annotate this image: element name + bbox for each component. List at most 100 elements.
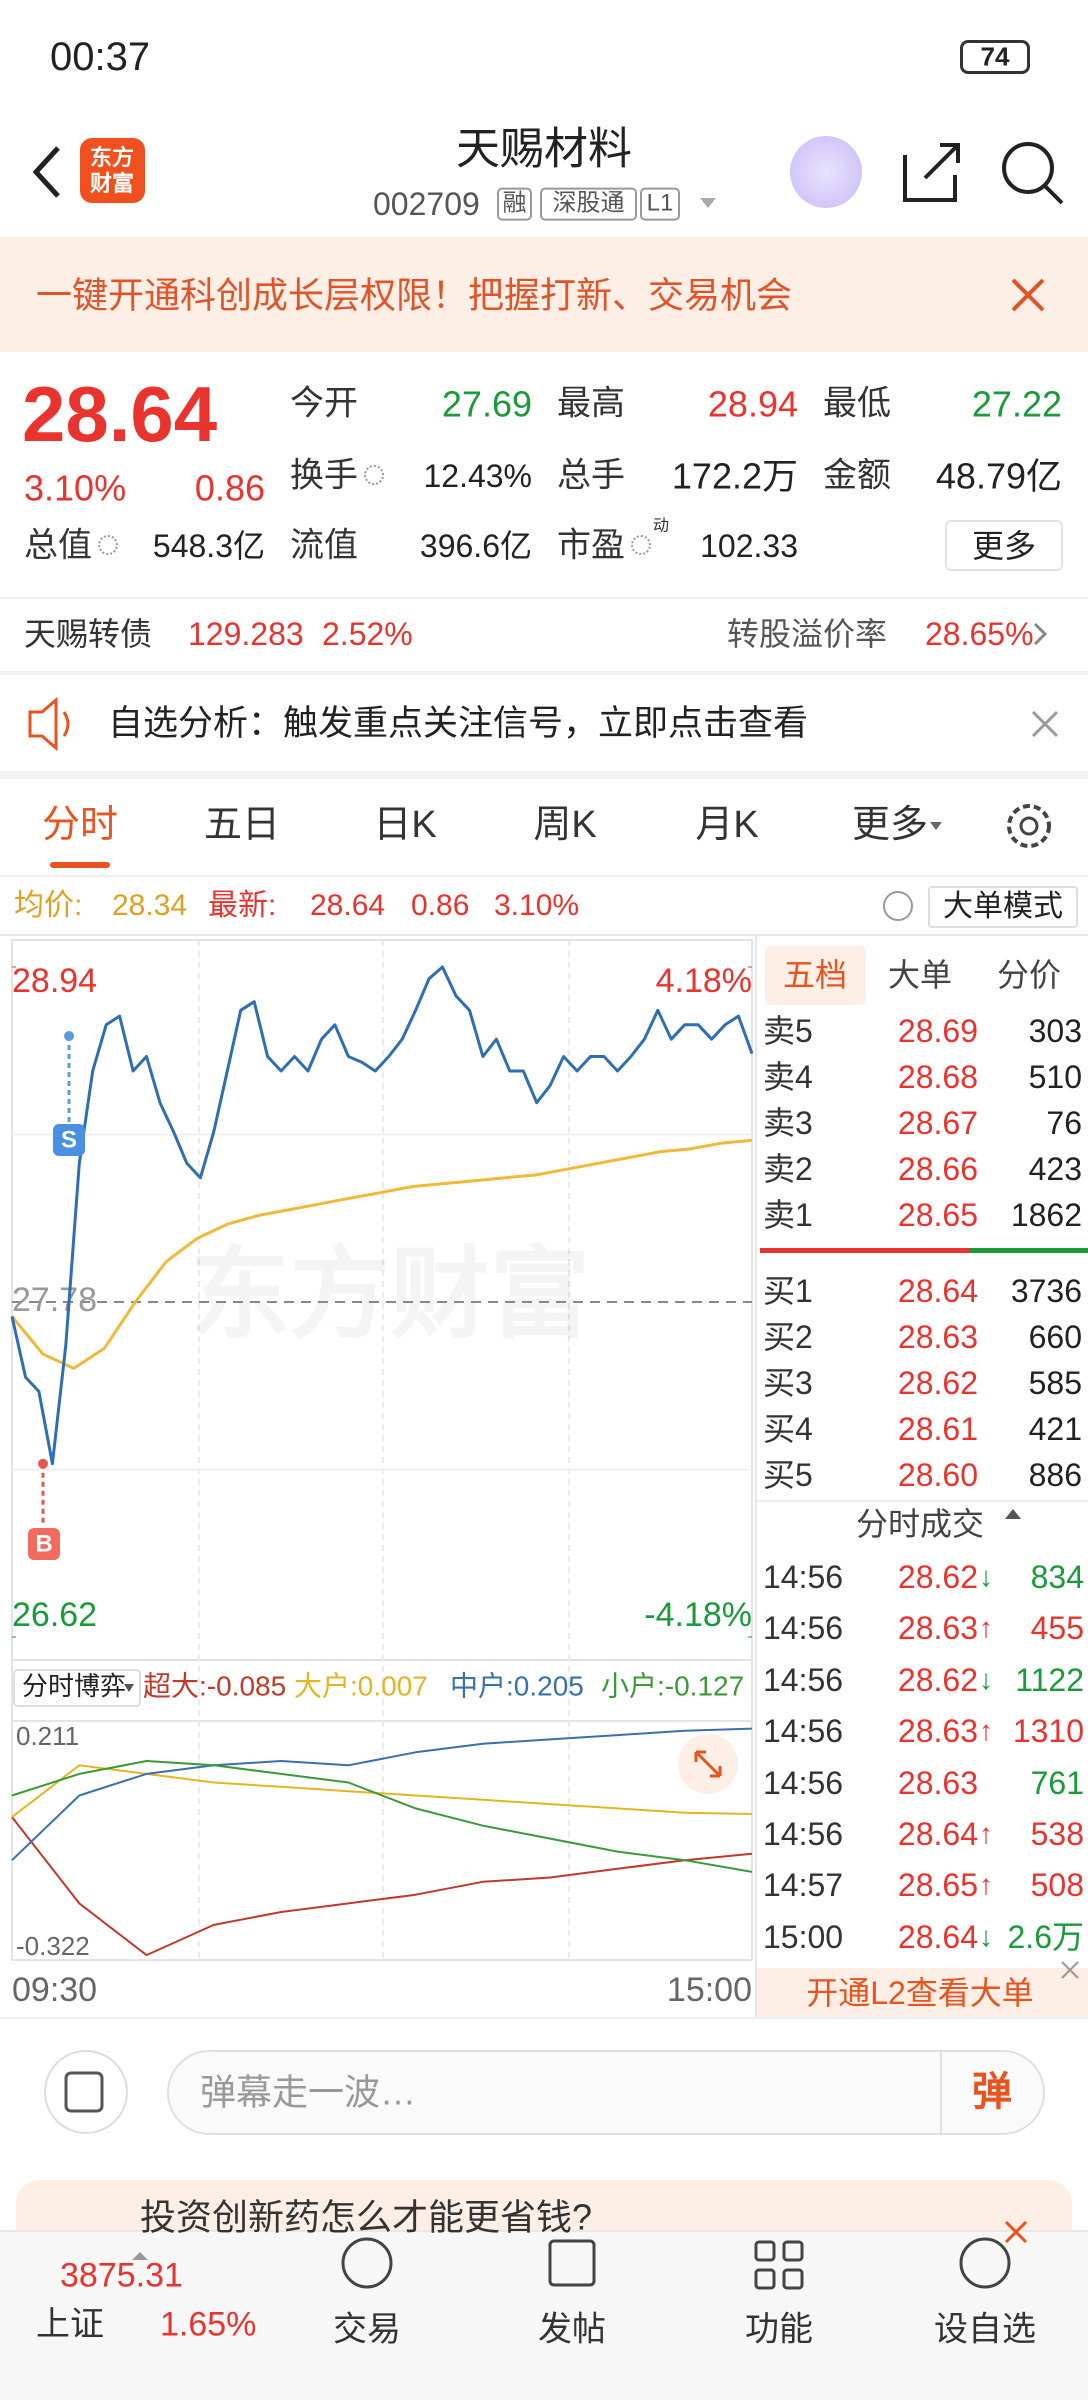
trade-time: 15:00 — [763, 1918, 844, 1955]
premium-value: 28.65% — [925, 615, 1034, 652]
book-volume: 510 — [1028, 1058, 1082, 1095]
l2-button[interactable]: 开通L2查看大单 — [806, 1974, 1034, 2011]
last-price: 28.64 — [22, 370, 218, 459]
index-value[interactable]: 3875.31 — [60, 2256, 183, 2295]
premium-label: 转股溢价率 — [727, 615, 888, 652]
settings-icon[interactable] — [1007, 804, 1051, 848]
book-price: 28.61 — [897, 1410, 978, 1447]
dropdown-icon[interactable] — [700, 198, 716, 208]
period-tab[interactable]: 分时 — [41, 804, 119, 847]
notice-text[interactable]: 自选分析：触发重点关注信号，立即点击查看 — [108, 704, 809, 743]
period-tab[interactable]: 周K — [533, 804, 597, 847]
book-volume: 585 — [1028, 1364, 1082, 1401]
avatar[interactable] — [790, 136, 862, 208]
function-icon[interactable] — [754, 2240, 804, 2290]
watchlist-icon[interactable] — [959, 2237, 1011, 2289]
settings-icon — [1019, 816, 1039, 836]
period-tab[interactable]: 五日 — [203, 804, 281, 847]
book-tab[interactable]: 大单 — [887, 956, 953, 993]
trade-price: 28.63 — [897, 1712, 978, 1749]
info-icon[interactable] — [631, 535, 651, 555]
stock-tag: L1 — [640, 187, 680, 221]
trade-time: 14:56 — [763, 1661, 844, 1698]
nav-item[interactable]: 设自选 — [934, 2310, 1036, 2349]
stock-tag: 融 — [497, 187, 532, 221]
index-indicator — [132, 2252, 148, 2260]
comment-icon[interactable] — [44, 2050, 128, 2134]
book-tab[interactable]: 分价 — [996, 956, 1062, 993]
trade-arrow: ↑ — [979, 1869, 993, 1901]
logo[interactable] — [80, 138, 145, 203]
nav-item[interactable]: 功能 — [745, 2310, 813, 2349]
nav-item[interactable]: 交易 — [333, 2310, 401, 2349]
close-icon[interactable] — [1004, 2220, 1028, 2244]
period-tab[interactable]: 更多 — [851, 804, 929, 847]
book-volume: 303 — [1028, 1012, 1082, 1049]
comment-placeholder[interactable]: 弹幕走一波… — [200, 2071, 417, 2113]
ad-text[interactable]: 投资创新药怎么才能更省钱? — [140, 2196, 593, 2238]
y-tick-label: 26.62 — [12, 1596, 97, 1634]
field-label: 市盈 — [557, 526, 625, 565]
period-tab[interactable]: 月K — [695, 804, 759, 847]
trade-price: 28.64 — [897, 1815, 978, 1852]
series-line — [11, 1764, 753, 1818]
book-tab[interactable]: 五档 — [782, 956, 848, 993]
close-icon[interactable] — [1061, 1961, 1079, 1979]
mode-button[interactable]: 大单模式 — [943, 890, 1063, 923]
share-icon[interactable] — [903, 143, 960, 202]
status-time: 00:37 — [50, 35, 151, 79]
nav-bg — [0, 2230, 1088, 2400]
divider — [0, 771, 1088, 779]
trade-volume: 538 — [1030, 1815, 1084, 1852]
logo-text: 东方 — [89, 144, 135, 170]
index-change[interactable]: 1.65% — [160, 2305, 257, 2344]
period-tab[interactable]: 日K — [373, 804, 437, 847]
fund-legend: 大户:0.007 — [294, 1670, 428, 1701]
marker-dot — [38, 1458, 48, 1469]
trade-volume: 508 — [1030, 1867, 1084, 1904]
info-icon[interactable] — [364, 465, 384, 485]
chevron-icon[interactable] — [1033, 622, 1048, 646]
comment-input[interactable] — [167, 2050, 1045, 2135]
x-axis-label: 09:30 — [12, 1971, 97, 2009]
more-button[interactable]: 更多 — [971, 527, 1037, 564]
close-icon[interactable] — [1031, 710, 1059, 738]
banner-text[interactable]: 一键开通科创成长层权限！把握打新、交易机会 — [36, 274, 793, 316]
y-tick-label: 27.78 — [12, 1281, 97, 1319]
trade-time: 14:57 — [763, 1867, 844, 1904]
selector-box — [13, 1669, 141, 1707]
book-divider-green — [970, 1248, 1088, 1253]
banner-bg — [0, 237, 1088, 352]
change: 0.86 — [194, 467, 265, 509]
more-button-bg[interactable] — [945, 520, 1063, 571]
divider — [0, 2017, 1088, 2019]
book-level: 买1 — [763, 1272, 813, 1309]
dropdown-icon[interactable] — [930, 822, 942, 830]
mode-button-bg[interactable] — [928, 886, 1078, 928]
back-icon[interactable] — [32, 146, 60, 198]
index-name[interactable]: 上证 — [36, 2305, 104, 2344]
l2-button-bg[interactable] — [757, 1968, 1088, 2017]
trade-icon[interactable] — [341, 2237, 393, 2289]
sell-marker: S — [61, 1126, 77, 1153]
divider — [0, 671, 1088, 675]
book-tab-bg[interactable] — [765, 946, 866, 1005]
field-label: 金额 — [823, 456, 891, 495]
danmaku-button[interactable]: 弹 — [972, 2070, 1012, 2114]
marker-badge — [28, 1528, 60, 1560]
sort-icon[interactable] — [1005, 1509, 1021, 1519]
info-icon[interactable] — [98, 535, 118, 555]
help-icon[interactable] — [883, 891, 913, 921]
search-icon[interactable] — [1002, 142, 1054, 194]
close-icon[interactable] — [1011, 278, 1045, 312]
latest-value: 28.64 — [310, 889, 386, 922]
latest-change-pct: 3.10% — [494, 889, 580, 922]
trades-title[interactable]: 分时成交 — [855, 1505, 985, 1542]
post-icon[interactable] — [548, 2239, 596, 2287]
fund-min-label: -0.322 — [16, 1931, 90, 1961]
book-level: 卖5 — [763, 1012, 813, 1049]
bond-price: 129.283 — [188, 615, 304, 652]
divider — [0, 934, 1088, 936]
nav-item[interactable]: 发帖 — [538, 2310, 606, 2349]
